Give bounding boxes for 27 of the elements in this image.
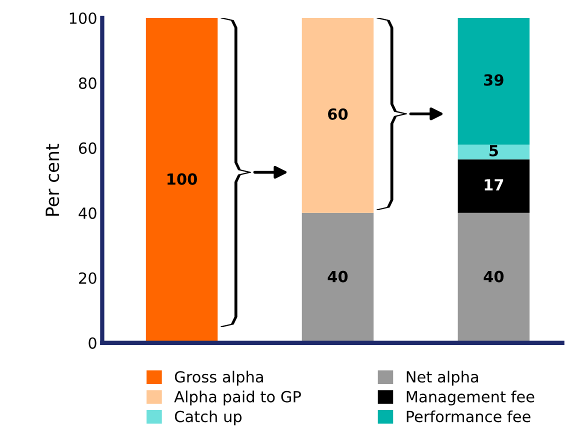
y-tick-label: 60 bbox=[79, 142, 96, 154]
legend-label: Performance fee bbox=[406, 410, 530, 422]
data-label: 17 bbox=[484, 179, 504, 190]
legend-label: Gross alpha bbox=[174, 370, 263, 386]
y-tick-label: 100 bbox=[70, 12, 96, 24]
y-axis-title: Per cent bbox=[46, 144, 60, 216]
legend-label: Alpha paid to GP bbox=[174, 390, 301, 406]
legend-label: Management fee bbox=[406, 390, 534, 406]
bar bbox=[458, 212, 530, 343]
legend-label: Net alpha bbox=[406, 370, 478, 386]
bar bbox=[302, 212, 374, 343]
bar bbox=[458, 159, 530, 213]
data-label: 100 bbox=[168, 173, 197, 185]
data-label: 5 bbox=[490, 145, 498, 156]
legend-label: Catch up bbox=[174, 410, 242, 426]
y-tick-label: 40 bbox=[78, 207, 96, 219]
bar bbox=[458, 18, 530, 145]
y-tick-label: 20 bbox=[79, 272, 96, 284]
y-tick-label: 80 bbox=[78, 77, 96, 89]
bar bbox=[146, 18, 218, 343]
data-label: 40 bbox=[484, 270, 504, 282]
data-label: 60 bbox=[328, 108, 348, 120]
data-label: 40 bbox=[328, 270, 348, 282]
bar bbox=[302, 18, 374, 213]
bar bbox=[458, 144, 530, 160]
y-tick-label: 0 bbox=[88, 337, 96, 349]
data-label: 39 bbox=[484, 74, 504, 86]
